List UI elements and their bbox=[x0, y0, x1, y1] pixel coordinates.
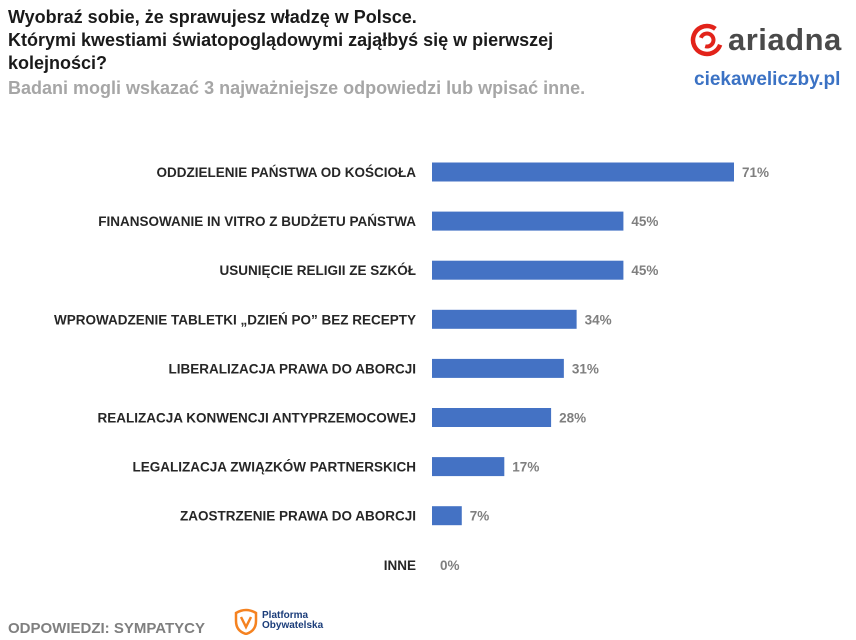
title-line-1: Wyobraź sobie, że sprawujesz władzę w Po… bbox=[8, 7, 417, 27]
title-block: Wyobraź sobie, że sprawujesz władzę w Po… bbox=[8, 6, 648, 100]
category-label: ODDZIELENIE PAŃSTWA OD KOŚCIOŁA bbox=[156, 165, 416, 180]
site-url: ciekaweliczby.pl bbox=[694, 69, 841, 90]
value-label: 31% bbox=[572, 361, 599, 376]
value-label: 71% bbox=[742, 165, 769, 180]
category-label: FINANSOWANIE IN VITRO Z BUDŻETU PAŃSTWA bbox=[98, 214, 416, 229]
po-logo-text: Platforma Obywatelska bbox=[262, 611, 323, 631]
bar bbox=[432, 457, 505, 477]
bar bbox=[432, 211, 624, 231]
ariadna-swirl-icon bbox=[690, 23, 724, 57]
category-label: REALIZACJA KONWENCJI ANTYPRZEMOCOWEJ bbox=[97, 411, 416, 426]
category-label: LIBERALIZACJA PRAWA DO ABORCJI bbox=[168, 361, 416, 376]
po-logo-line-1: Platforma bbox=[262, 610, 309, 621]
value-label: 17% bbox=[512, 460, 539, 475]
value-label: 0% bbox=[440, 558, 460, 573]
ariadna-logo: ariadna bbox=[690, 22, 842, 58]
bar bbox=[432, 358, 564, 378]
value-label: 34% bbox=[585, 312, 612, 327]
category-label: LEGALIZACJA ZWIĄZKÓW PARTNERSKICH bbox=[133, 460, 416, 475]
bar bbox=[432, 408, 552, 427]
bar bbox=[432, 162, 734, 182]
value-label: 45% bbox=[631, 263, 658, 278]
bar bbox=[432, 506, 462, 526]
subtitle: Badani mogli wskazać 3 najważniejsze odp… bbox=[8, 78, 586, 98]
value-label: 28% bbox=[559, 411, 586, 426]
title-line-2: Którymi kwestiami światopoglądowymi zają… bbox=[8, 30, 554, 50]
category-label: INNE bbox=[384, 558, 416, 573]
title-line-3: kolejności? bbox=[8, 53, 108, 73]
category-label: ZAOSTRZENIE PRAWA DO ABORCJI bbox=[180, 509, 416, 524]
bar-chart: ODDZIELENIE PAŃSTWA OD KOŚCIOŁA 71% FINANS… bbox=[54, 162, 769, 573]
bar bbox=[432, 260, 624, 280]
category-label: WPROWADZENIE TABLETKI „DZIEŃ PO” BEZ REC… bbox=[54, 312, 416, 327]
value-label: 45% bbox=[631, 214, 658, 229]
platforma-obywatelska-logo: Platforma Obywatelska bbox=[232, 607, 323, 635]
value-label: 7% bbox=[470, 509, 490, 524]
bar bbox=[432, 309, 577, 329]
category-label: USUNIĘCIE RELIGII ZE SZKÓŁ bbox=[219, 263, 416, 278]
po-logo-line-2: Obywatelska bbox=[262, 620, 324, 631]
footer-label: ODPOWIEDZI: SYMPATYCY bbox=[8, 620, 205, 637]
ariadna-logo-text: ariadna bbox=[728, 22, 842, 57]
po-emblem-icon bbox=[234, 608, 258, 635]
